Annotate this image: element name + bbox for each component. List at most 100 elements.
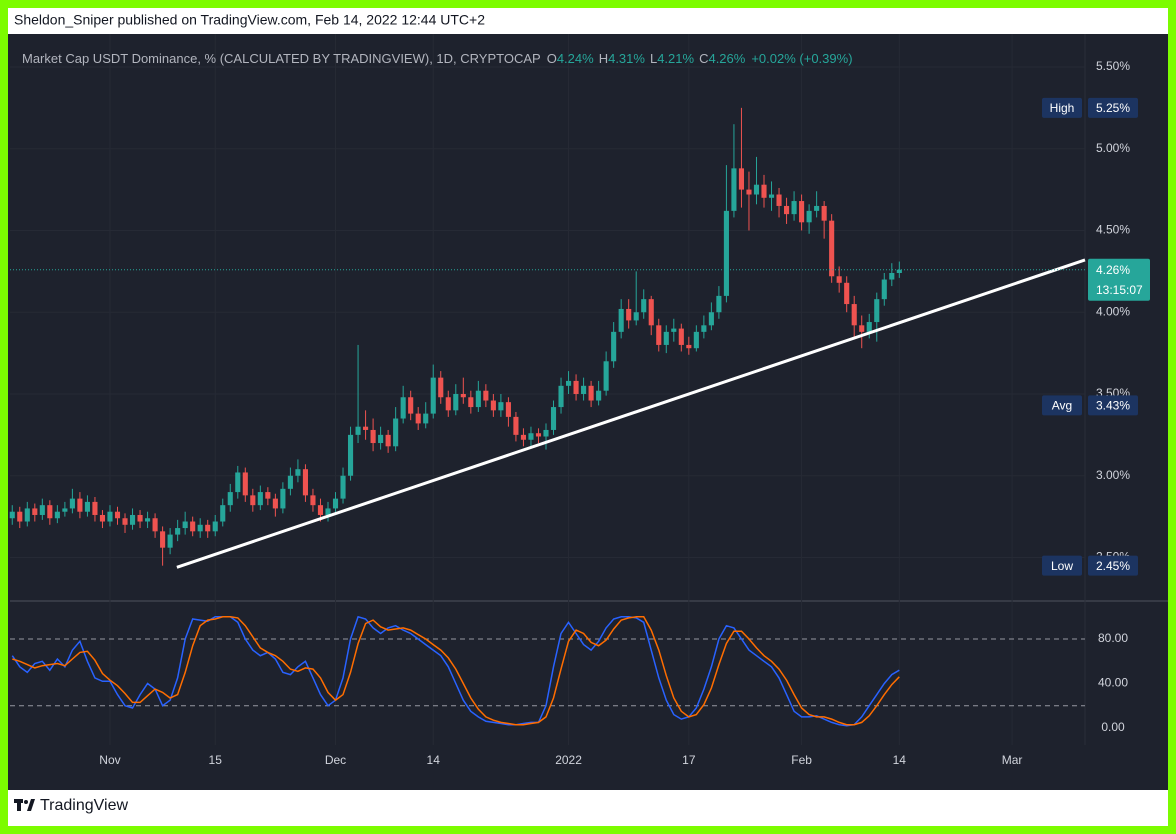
marker-value-box [1088,97,1138,118]
y-tick-label: 5.00% [1096,141,1130,155]
marker-name: High [1050,101,1075,115]
candle-body [235,472,241,493]
candle-body [310,495,316,506]
candle-body [84,501,90,512]
candle-body [69,498,75,509]
candle-body [671,328,677,332]
candle-body [784,205,790,215]
candle-body [302,469,308,496]
candle-body [445,397,451,411]
candle-body [145,518,151,522]
last-price-box [1088,258,1150,301]
marker-name-box [1042,395,1082,416]
legend-key: H [599,51,608,66]
candle-body [738,168,745,190]
candle-body [265,492,271,499]
candle-body [550,407,557,430]
candle-body [54,511,60,519]
marker-value: 3.43% [1096,399,1130,413]
marker-value-box [1088,395,1138,416]
publisher-line: Sheldon_Sniper published on TradingView.… [14,12,485,28]
candle-body [806,210,812,223]
candle-body [581,385,587,394]
candle-body [129,514,136,525]
candle-body [528,433,534,440]
candle-body [656,325,662,345]
candle-body [490,400,496,411]
candle-body [866,322,872,332]
candle-body [39,505,45,515]
legend-change: +0.02% (+0.39%) [751,51,852,66]
legend-title: Market Cap USDT Dominance, % (CALCULATED… [22,51,541,66]
candle-body [430,377,436,414]
candle-body [347,434,354,476]
candle-body [460,393,466,398]
candle-body [355,426,361,435]
x-tick-label: Mar [1002,753,1023,767]
legend-value: 4.31% [608,51,645,66]
marker-name: Avg [1052,399,1072,413]
candle-body [175,528,181,535]
legend-value: 4.24% [557,51,594,66]
candle-body [197,524,203,532]
candle-body [821,205,827,221]
candle-body [32,508,38,515]
brand-logo [14,799,35,811]
brand-name: TradingView [40,797,128,814]
candle-body [47,505,53,519]
candle-body [9,511,15,519]
candle-body [641,299,647,313]
y-tick-label: 0.00 [1101,720,1125,734]
candle-body [889,272,895,280]
candle-body [287,475,293,489]
candle-body [272,498,278,509]
x-tick-label: Feb [791,753,812,767]
candle-body [686,344,692,349]
candle-body [753,184,760,195]
candle-body [618,308,624,332]
legend-key: O [547,51,557,66]
candle-body [814,205,820,211]
candle-body [137,514,143,522]
candle-body [190,521,196,532]
candle-body [678,328,684,345]
candle-body [122,518,128,525]
y-tick-label: 4.00% [1096,304,1130,318]
candle-body [99,514,106,522]
candle-body [611,331,617,362]
x-tick-label: Nov [99,753,120,767]
header-bar [8,8,1168,34]
candle-body [513,416,519,435]
x-tick-label: 14 [893,753,907,767]
candle-body [829,220,835,277]
candle-body [280,488,286,509]
candle-body [648,299,654,326]
candle-body [250,495,256,506]
candle-body [107,511,113,522]
chart-area [8,34,1168,790]
candle-body [220,505,226,522]
candle-body [415,413,421,424]
candle-body [332,498,339,509]
candle-body [378,434,384,444]
candle-body [62,508,68,512]
marker-value: 2.45% [1096,559,1130,573]
oscillator-line [11,615,900,727]
candle-body [844,282,850,305]
candle-body [505,402,511,417]
trendline [176,258,1086,569]
marker-value: 5.25% [1096,101,1130,115]
candle-body [385,434,391,447]
candle-body [731,168,737,211]
x-tick-label: Dec [325,753,346,767]
candle-body [152,518,158,532]
candle-body [483,390,489,401]
marker-value-box [1088,555,1138,576]
y-tick-label: 3.00% [1096,468,1130,482]
x-tick-label: 17 [682,753,696,767]
candle-body [701,325,707,332]
candle-body [520,434,526,440]
x-tick-label: 15 [209,753,223,767]
